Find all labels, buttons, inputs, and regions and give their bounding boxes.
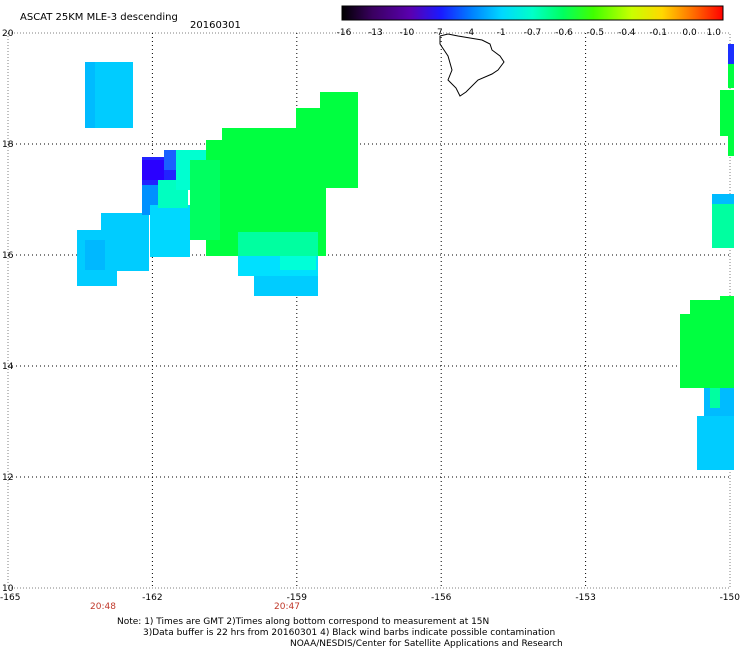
note-line-2: 3)Data buffer is 22 hrs from 20160301 4)… <box>143 628 556 638</box>
colorbar-tick-label: -7 <box>434 28 443 38</box>
colorbar-tick-label: -0.5 <box>587 28 605 38</box>
data-patch <box>720 296 734 308</box>
lon-tick-label: -150 <box>720 593 740 603</box>
data-patch <box>326 150 352 186</box>
lat-tick-label: 20 <box>2 29 14 39</box>
lat-tick-label: 10 <box>2 584 14 594</box>
colorbar-tick-label: -4 <box>465 28 474 38</box>
lat-tick-label: 14 <box>2 362 14 372</box>
time-label-right: 20:47 <box>274 602 300 612</box>
data-patch <box>85 240 105 270</box>
wind-speed-patches <box>77 44 734 470</box>
lon-tick-label: -159 <box>287 593 308 603</box>
product-date: 20160301 <box>190 20 241 31</box>
lon-tick-label: -165 <box>0 593 20 603</box>
colorbar-tick-label: -1 <box>497 28 506 38</box>
lon-tick-label: -162 <box>142 593 162 603</box>
time-label-left: 20:48 <box>90 602 116 612</box>
data-patch <box>280 256 316 270</box>
data-patch <box>254 276 318 296</box>
colorbar-tick-label: -0.6 <box>555 28 573 38</box>
data-patch <box>320 92 358 152</box>
data-patch <box>680 314 734 388</box>
lat-tick-label: 18 <box>2 140 14 150</box>
data-patch <box>142 160 164 180</box>
data-patch <box>728 136 734 156</box>
data-patch <box>150 205 190 257</box>
colorbar-tick-label: -0.1 <box>649 28 667 38</box>
product-title: ASCAT 25KM MLE-3 descending <box>20 12 178 23</box>
lon-tick-label: -153 <box>575 593 595 603</box>
data-patch <box>712 194 734 204</box>
data-patch <box>728 44 734 64</box>
data-patch <box>190 160 220 240</box>
data-patch <box>720 90 734 136</box>
data-patch <box>238 232 318 256</box>
data-patch <box>222 128 312 148</box>
lat-tick-label: 16 <box>2 251 14 261</box>
colorbar-tick-label: -10 <box>399 28 414 38</box>
data-patch <box>712 204 734 248</box>
colorbar-gradient <box>341 5 724 21</box>
island-outline <box>439 33 505 97</box>
colorbar-tick-label: -13 <box>368 28 383 38</box>
data-patch <box>728 64 734 88</box>
colorbar-tick-label: -0.7 <box>524 28 542 38</box>
note-line-1: Note: 1) Times are GMT 2)Times along bot… <box>117 617 490 627</box>
lon-tick-label: -156 <box>431 593 452 603</box>
note-line-3: NOAA/NESDIS/Center for Satellite Applica… <box>290 639 563 649</box>
data-patch <box>710 388 720 408</box>
data-patch <box>697 416 734 470</box>
lat-tick-label: 12 <box>2 473 13 483</box>
data-patch <box>85 62 95 128</box>
